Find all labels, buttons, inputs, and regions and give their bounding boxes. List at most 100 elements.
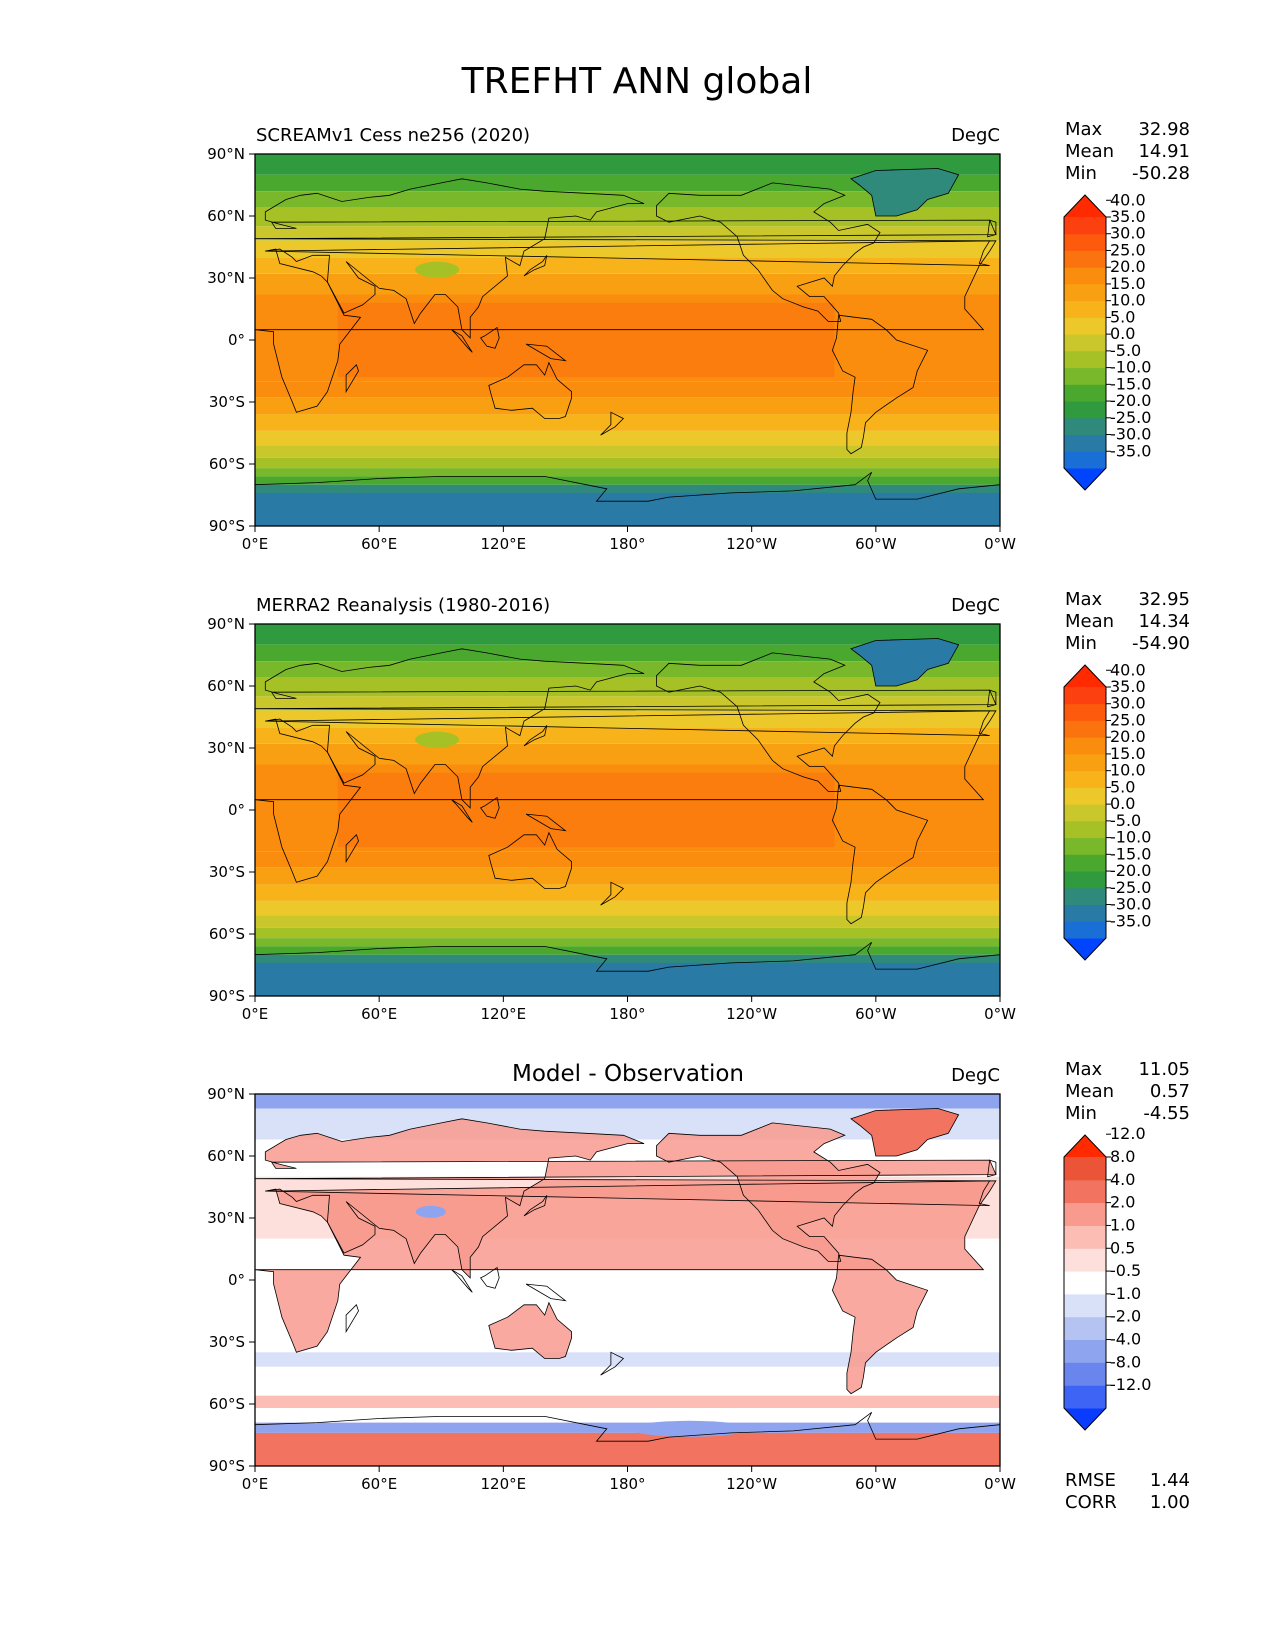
colorbar-label: 12.0: [1110, 1124, 1146, 1143]
colorbar-segment: [1064, 820, 1106, 839]
colorbar-label: -15.0: [1110, 844, 1151, 863]
coastline: [656, 1122, 881, 1262]
colorbar-extend-max: [1064, 195, 1106, 217]
land-anomaly: [656, 1122, 880, 1262]
colorbar-label: -0.5: [1110, 1261, 1141, 1280]
colorbar-segment: [1064, 871, 1106, 889]
y-tick-label: 60°S: [209, 925, 245, 943]
land-anomaly: [488, 1302, 572, 1359]
y-tick-label: 0°: [228, 801, 245, 819]
colorbar-segment: [1064, 233, 1106, 251]
land-anomaly: [832, 1255, 928, 1394]
colorbar-label: -1.0: [1110, 1284, 1141, 1303]
panel-units: DegC: [951, 1065, 1000, 1086]
stat-label: Min: [1065, 1103, 1097, 1124]
colorbar-label: -5.0: [1110, 811, 1141, 830]
greenland-field: [851, 638, 959, 686]
y-tick-label: 90°S: [209, 517, 245, 535]
field-band: [255, 1395, 1000, 1409]
colorbar-segment: [1064, 451, 1106, 469]
field-band: [255, 743, 1000, 765]
tibet-anomaly: [415, 1205, 446, 1218]
colorbar-label: 30.0: [1110, 694, 1146, 713]
x-tick-label: 120°E: [481, 1005, 527, 1023]
x-tick-label: 60°E: [361, 1475, 397, 1493]
colorbar-segment: [1064, 1385, 1106, 1409]
colorbar-label: -10.0: [1110, 828, 1151, 847]
coastline-antarctica: [254, 1411, 1001, 1442]
x-axis: 0°E 60°E 120°E 180° 120°W 60°W 0°W: [242, 996, 1016, 1023]
field-band: [255, 1094, 1000, 1109]
colorbar-segment: [1064, 1316, 1106, 1340]
colorbar: -12.0 -8.0 -4.0 -2.0 -1.0 -0.5 0.5 1.0 2.0 4.0 8.0…: [1063, 1124, 1151, 1431]
stat-value: 11.05: [1138, 1059, 1190, 1080]
coastline: [987, 689, 997, 708]
colorbar-segment: [1064, 1248, 1106, 1272]
coastline: [600, 411, 625, 436]
colorbar-segment: [1064, 887, 1106, 905]
field-band: [255, 1432, 1000, 1466]
colorbar-label: 25.0: [1110, 710, 1146, 729]
x-tick-label: 60°E: [361, 535, 397, 553]
panel-title: MERRA2 Reanalysis (1980-2016): [256, 595, 550, 616]
y-tick-label: 30°S: [209, 863, 245, 881]
field-band: [255, 381, 1000, 398]
colorbar-segment: [1064, 854, 1106, 872]
colorbar-segment: [1064, 1202, 1106, 1226]
x-tick-label: 180°: [609, 1005, 645, 1023]
x-tick-label: 0°W: [984, 535, 1016, 553]
field-band: [255, 851, 1000, 868]
tibet-field: [415, 261, 460, 278]
stat-value: 32.98: [1138, 119, 1190, 140]
stat-value: 14.91: [1138, 141, 1190, 162]
y-tick-label: 60°N: [207, 1147, 245, 1165]
panel-observation: MERRA2 Reanalysis (1980-2016) DegC 0°E 60…: [207, 589, 1190, 1023]
stats-block: Max 32.95 Mean 14.34 Min -54.90: [1065, 589, 1190, 654]
coastline: [850, 1108, 960, 1157]
field-band: [255, 915, 1000, 928]
greenland-anomaly: [851, 1108, 959, 1156]
field-band: [255, 476, 1000, 485]
x-tick-label: 0°E: [242, 1005, 269, 1023]
colorbar-segment: [1064, 250, 1106, 268]
coastline: [479, 326, 500, 349]
stat-label: Min: [1065, 163, 1097, 184]
colorbar-segment: [1064, 787, 1106, 805]
colorbar-label: -30.0: [1110, 425, 1151, 444]
coastline: [451, 1269, 473, 1293]
colorbar-outline: [1063, 1134, 1107, 1431]
x-tick-label: 120°W: [726, 1005, 777, 1023]
colorbar-outline: [1063, 194, 1107, 491]
stat-label: Max: [1065, 1059, 1103, 1080]
x-tick-label: 120°E: [481, 1475, 527, 1493]
field-band: [255, 273, 1000, 295]
panel-model: SCREAMv1 Cess ne256 (2020) DegC 0°E 60°E 1…: [207, 119, 1190, 553]
colorbar-label: -20.0: [1110, 861, 1151, 880]
field-band: [255, 710, 1000, 728]
y-tick-label: 30°N: [207, 1209, 245, 1227]
colorbar-label: 35.0: [1110, 207, 1146, 226]
field-band: [255, 457, 1000, 469]
figure-title: TREFHT ANN global: [461, 61, 813, 102]
stat-value: 0.57: [1150, 1081, 1190, 1102]
colorbar-extend-min: [1064, 938, 1106, 960]
y-tick-label: 60°N: [207, 207, 245, 225]
coastline: [523, 725, 548, 747]
colorbar-segment: [1064, 1157, 1106, 1181]
panel-title: Model - Observation: [512, 1061, 744, 1087]
colorbar-segment: [1064, 317, 1106, 335]
panel-title: SCREAMv1 Cess ne256 (2020): [256, 125, 530, 146]
field-band: [255, 257, 1000, 274]
field-band: [255, 1366, 1000, 1396]
colorbar-label: 1.0: [1110, 1215, 1135, 1234]
x-tick-label: 0°W: [984, 1005, 1016, 1023]
x-tick-label: 180°: [609, 1475, 645, 1493]
y-tick-label: 60°N: [207, 677, 245, 695]
field-band: [255, 468, 1000, 477]
coastline: [525, 1283, 567, 1302]
colorbar-segment: [1064, 770, 1106, 788]
coastline: [831, 784, 929, 925]
stat-label: CORR: [1065, 1492, 1117, 1513]
colorbar-segment: [1064, 720, 1106, 738]
warm-pool: [337, 772, 835, 848]
